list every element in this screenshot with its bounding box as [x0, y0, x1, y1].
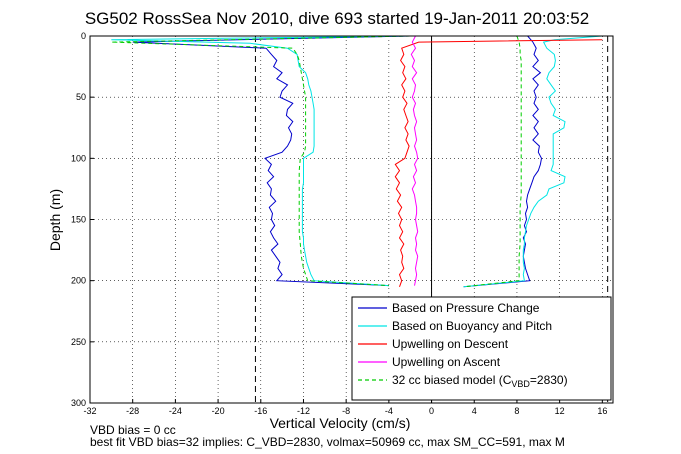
- x-tick-label-3: -20: [212, 406, 225, 416]
- series-1-ascent-line: [463, 35, 603, 288]
- legend-label-1: Based on Buoyancy and Pitch: [392, 319, 552, 333]
- series-3-line: [410, 35, 419, 286]
- x-axis-label: Vertical Velocity (cm/s): [270, 415, 411, 431]
- y-tick-label-4: 200: [71, 276, 86, 286]
- legend-label-0: Based on Pressure Change: [392, 301, 540, 315]
- y-tick-label-0: 0: [81, 31, 86, 41]
- series-0-ascent-line: [463, 35, 543, 288]
- x-tick-label-10: 8: [514, 406, 519, 416]
- y-tick-label-1: 50: [76, 92, 86, 102]
- x-tick-label-2: -24: [169, 406, 182, 416]
- series-1-descent-line: [111, 35, 411, 287]
- y-tick-label-6: 300: [71, 398, 86, 408]
- series-4-ascent-line: [463, 35, 522, 288]
- series-layer: [111, 35, 603, 288]
- legend-label-2: Upwelling on Descent: [392, 337, 509, 351]
- x-tick-label-12: 16: [597, 406, 607, 416]
- y-axis-ticks: 0 50 100 150 200 250 300: [71, 31, 94, 408]
- y-tick-label-5: 250: [71, 337, 86, 347]
- chart-title: SG502 RossSea Nov 2010, dive 693 started…: [85, 9, 589, 28]
- legend-label-3: Upwelling on Ascent: [392, 355, 501, 369]
- legend-box: [351, 296, 612, 401]
- x-tick-label-5: -12: [297, 406, 310, 416]
- legend: Based on Pressure Change Based on Buoyanc…: [351, 296, 612, 401]
- y-tick-label-3: 150: [71, 215, 86, 225]
- x-tick-label-9: 4: [472, 406, 477, 416]
- x-tick-label-0: -32: [83, 406, 96, 416]
- series-2-line: [394, 39, 603, 287]
- x-tick-label-6: -8: [342, 406, 350, 416]
- x-tick-label-7: -4: [385, 406, 393, 416]
- x-tick-label-1: -28: [126, 406, 139, 416]
- y-tick-label-2: 100: [71, 153, 86, 163]
- legend-label-4: 32 cc biased model (CVBD=2830): [392, 373, 568, 389]
- x-tick-label-4: -16: [254, 406, 267, 416]
- x-tick-label-8: 0: [429, 406, 434, 416]
- series-4-descent-line: [111, 35, 411, 287]
- x-tick-label-11: 12: [555, 406, 565, 416]
- annotation-vbd-bias: VBD bias = 0 cc: [90, 423, 176, 437]
- series-0-descent-line: [132, 35, 411, 287]
- annotation-best-fit: best fit VBD bias=32 implies: C_VBD=2830…: [90, 435, 565, 449]
- x-axis-ticks: -32 -28 -24 -20 -16 -12 -8 -4 0 4 8 12 16: [83, 399, 607, 416]
- y-axis-label: Depth (m): [47, 189, 63, 251]
